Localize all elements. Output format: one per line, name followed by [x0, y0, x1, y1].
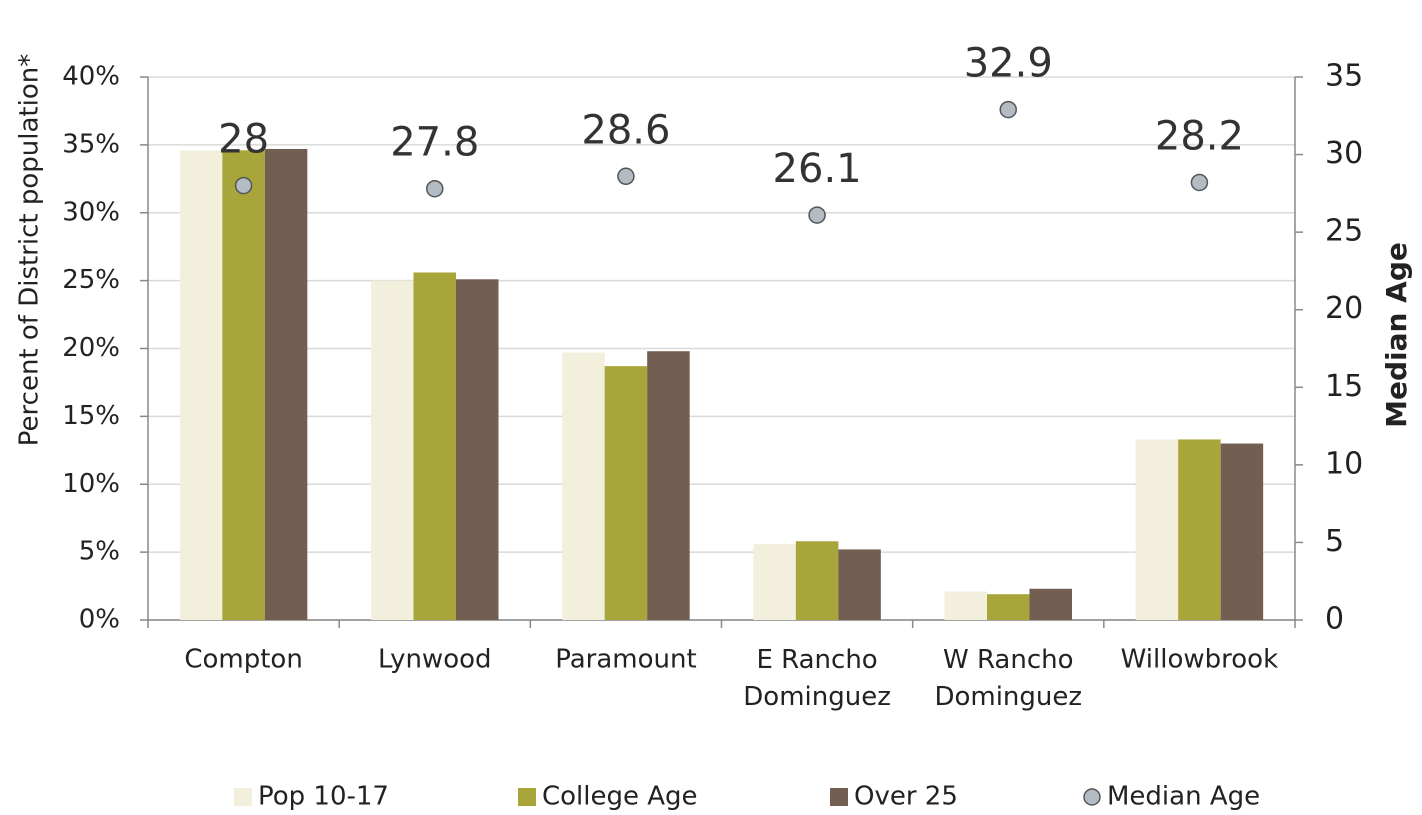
bar: [562, 352, 605, 620]
x-tick-label: Paramount: [555, 645, 696, 675]
bar: [987, 594, 1030, 620]
x-tick-label: W Rancho Dominguez: [934, 645, 1082, 712]
y2-tick-label: 20: [1325, 291, 1363, 326]
y2-tick-label: 15: [1325, 369, 1363, 404]
point: [999, 100, 1017, 119]
bar: [647, 351, 690, 620]
y-tick-label: 40%: [62, 62, 120, 92]
bar: [222, 150, 265, 620]
bar: [753, 543, 796, 620]
y2-tick-label: 0: [1325, 602, 1344, 637]
y-tick-label: 15%: [62, 401, 120, 431]
bar: [838, 549, 881, 620]
y-tick-label: 10%: [62, 469, 120, 499]
data-label: 27.8: [390, 120, 479, 166]
bar: [1178, 439, 1221, 620]
bar: [456, 279, 499, 620]
bar: [264, 148, 308, 620]
y-axis-title: Percent of District population*: [15, 54, 45, 446]
y-tick-label: 20%: [62, 333, 120, 363]
point: [234, 176, 253, 195]
legend-label: Median Age: [1107, 782, 1260, 812]
legend-swatch: [234, 788, 252, 806]
bar: [604, 366, 648, 620]
bar: [795, 541, 839, 620]
y-tick-label: 0%: [79, 605, 120, 635]
data-label: 28: [218, 117, 269, 163]
point: [426, 179, 444, 198]
point: [617, 167, 635, 186]
x-tick-label: Lynwood: [378, 645, 492, 675]
data-label: 32.9: [964, 41, 1053, 87]
bar: [371, 280, 414, 620]
legend-swatch: [1083, 788, 1101, 806]
x-tick-label: Compton: [184, 645, 302, 675]
y2-axis-title: Median Age: [1380, 242, 1413, 428]
y-tick-label: 35%: [62, 129, 120, 159]
y2-tick-label: 35: [1325, 59, 1363, 94]
bar: [179, 150, 223, 620]
bar: [1220, 443, 1264, 620]
data-label: 26.1: [773, 146, 862, 192]
legend-label: College Age: [542, 782, 698, 812]
y2-tick-label: 25: [1325, 214, 1363, 249]
bar: [1135, 439, 1179, 620]
y-tick-label: 25%: [62, 265, 120, 295]
data-label: 28.6: [581, 107, 670, 153]
x-tick-label: Willowbrook: [1121, 645, 1278, 675]
x-tick-label: E Rancho Dominguez: [743, 645, 891, 712]
bar: [1029, 588, 1072, 620]
y2-tick-label: 10: [1325, 446, 1363, 481]
point: [1190, 173, 1209, 192]
legend-swatch: [830, 788, 848, 806]
bar: [944, 591, 987, 620]
legend-label: Over 25: [854, 782, 958, 812]
y-tick-label: 30%: [62, 197, 120, 227]
bar: [413, 272, 456, 620]
point: [808, 206, 826, 224]
data-label: 28.2: [1155, 113, 1244, 159]
legend-label: Pop 10-17: [258, 782, 389, 812]
y2-tick-label: 5: [1325, 524, 1344, 559]
y-tick-label: 5%: [79, 537, 120, 567]
y2-tick-label: 30: [1325, 136, 1363, 171]
legend-swatch: [518, 788, 536, 806]
